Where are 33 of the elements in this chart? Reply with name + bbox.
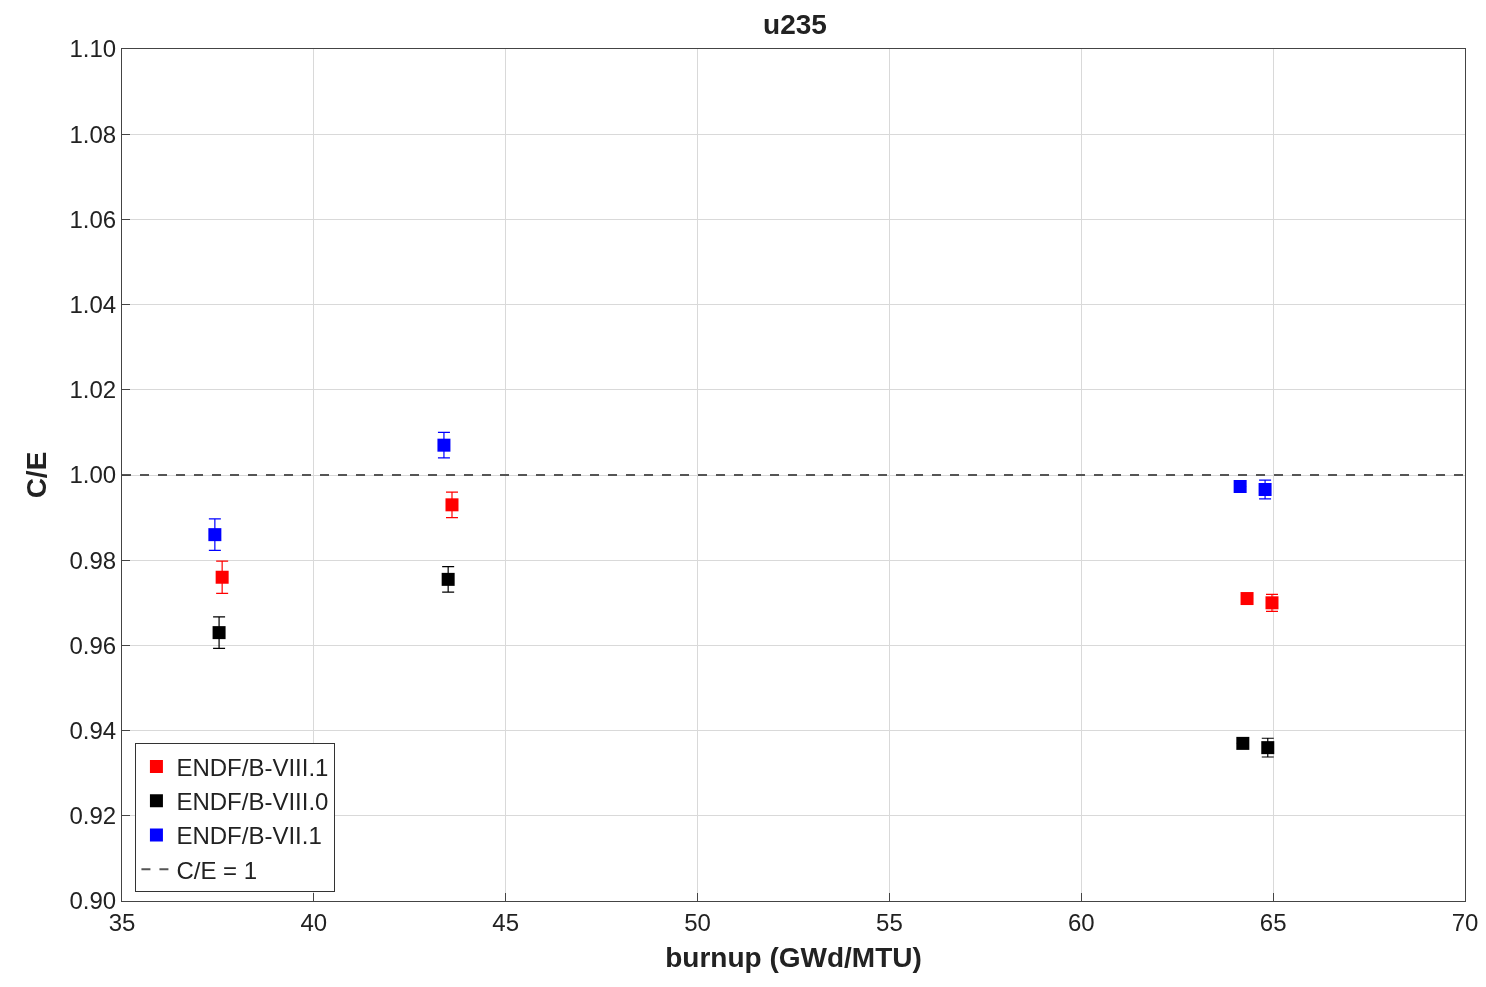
point (212, 626, 226, 640)
x-tick-label: 60 (1067, 908, 1095, 936)
legend-label: ENDF/B-VIII.0 (176, 788, 329, 816)
x-tick-label: 50 (684, 908, 711, 936)
legend-label: ENDF/B-VIII.1 (176, 753, 329, 781)
x-tick-label: 70 (1451, 908, 1479, 936)
y-tick-label: 1.02 (69, 376, 117, 404)
point (208, 528, 222, 542)
y-tick-label: 1.04 (69, 291, 117, 318)
chart-title: u235 (763, 9, 827, 41)
point (1236, 736, 1250, 750)
point (437, 438, 451, 452)
y-axis-title: C/E (21, 451, 53, 499)
y-tick-label: 1.08 (69, 120, 117, 148)
legend-label: ENDF/B-VII.1 (176, 822, 322, 850)
x-tick-label: 55 (876, 908, 903, 936)
y-tick-label: 1.06 (69, 205, 117, 233)
legend-label: C/E = 1 (176, 856, 258, 884)
point (441, 572, 455, 586)
y-tick-label: 1.10 (69, 35, 117, 63)
y-tick-label: 0.94 (69, 717, 117, 744)
x-tick-label: 65 (1259, 908, 1287, 936)
point (215, 570, 229, 584)
x-axis-title: burnup (GWd/MTU) (665, 941, 922, 973)
x-tick-label: 45 (492, 908, 520, 936)
point (1233, 480, 1247, 493)
point (445, 498, 459, 512)
y-tick-label: 1.00 (69, 461, 117, 489)
y-tick-label: 0.92 (69, 802, 117, 830)
y-tick-label: 0.96 (69, 631, 117, 659)
x-tick-label: 40 (300, 908, 328, 936)
point (1240, 592, 1254, 606)
y-tick-label: 0.98 (69, 546, 117, 574)
